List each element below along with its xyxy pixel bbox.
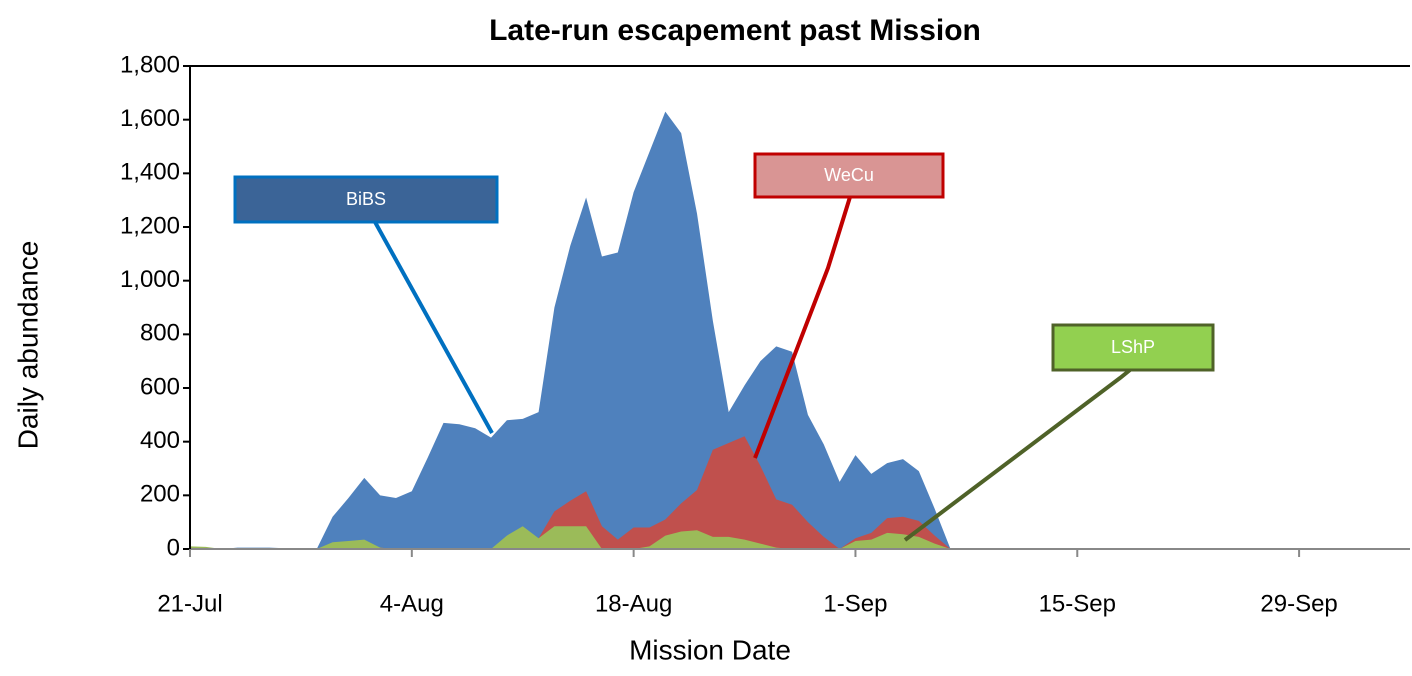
- callout-lshp: LShP: [903, 323, 1215, 542]
- y-tick-label: 200: [140, 481, 180, 508]
- x-tick-label: 29-Sep: [1260, 590, 1337, 617]
- callout-box: [233, 175, 499, 224]
- chart-title: Late-run escapement past Mission: [489, 14, 981, 47]
- y-tick-label: 1,400: [120, 159, 180, 186]
- x-axis-title: Mission Date: [629, 634, 791, 665]
- axes: 0 200 400 600 800 1,000 1,200 1,400 1,600 1,800 21…: [120, 51, 1410, 617]
- y-tick-label: 1,200: [120, 212, 180, 239]
- callout-wecu: WeCu: [753, 152, 945, 459]
- y-tick-label: 0: [167, 534, 180, 561]
- y-tick-label: 1,600: [120, 105, 180, 132]
- callout-box: [1051, 323, 1215, 372]
- x-tick-label: 21-Jul: [157, 590, 222, 617]
- y-tick-label: 1,000: [120, 266, 180, 293]
- area-series: [190, 111, 1410, 549]
- callout-label: BiBS: [346, 189, 386, 209]
- plot-area: [190, 111, 1410, 549]
- y-axis-title: Daily abundance: [12, 241, 43, 450]
- y-tick-label: 600: [140, 373, 180, 400]
- y-tick-label: 1,800: [120, 51, 180, 78]
- x-tick-label: 18-Aug: [595, 590, 672, 617]
- x-tick-label: 4-Aug: [380, 590, 444, 617]
- leader-line: [373, 221, 494, 434]
- leader-line: [903, 368, 1132, 542]
- y-tick-label: 800: [140, 320, 180, 347]
- x-tick-label: 15-Sep: [1039, 590, 1116, 617]
- callout-label: LShP: [1111, 337, 1155, 357]
- leader-line: [753, 196, 852, 459]
- callout-box: [753, 152, 945, 199]
- callout-bibs: BiBS: [233, 175, 499, 434]
- area-series: [190, 436, 1410, 549]
- x-tick-label: 1-Sep: [823, 590, 887, 617]
- y-tick-label: 400: [140, 427, 180, 454]
- callout-label: WeCu: [824, 165, 874, 185]
